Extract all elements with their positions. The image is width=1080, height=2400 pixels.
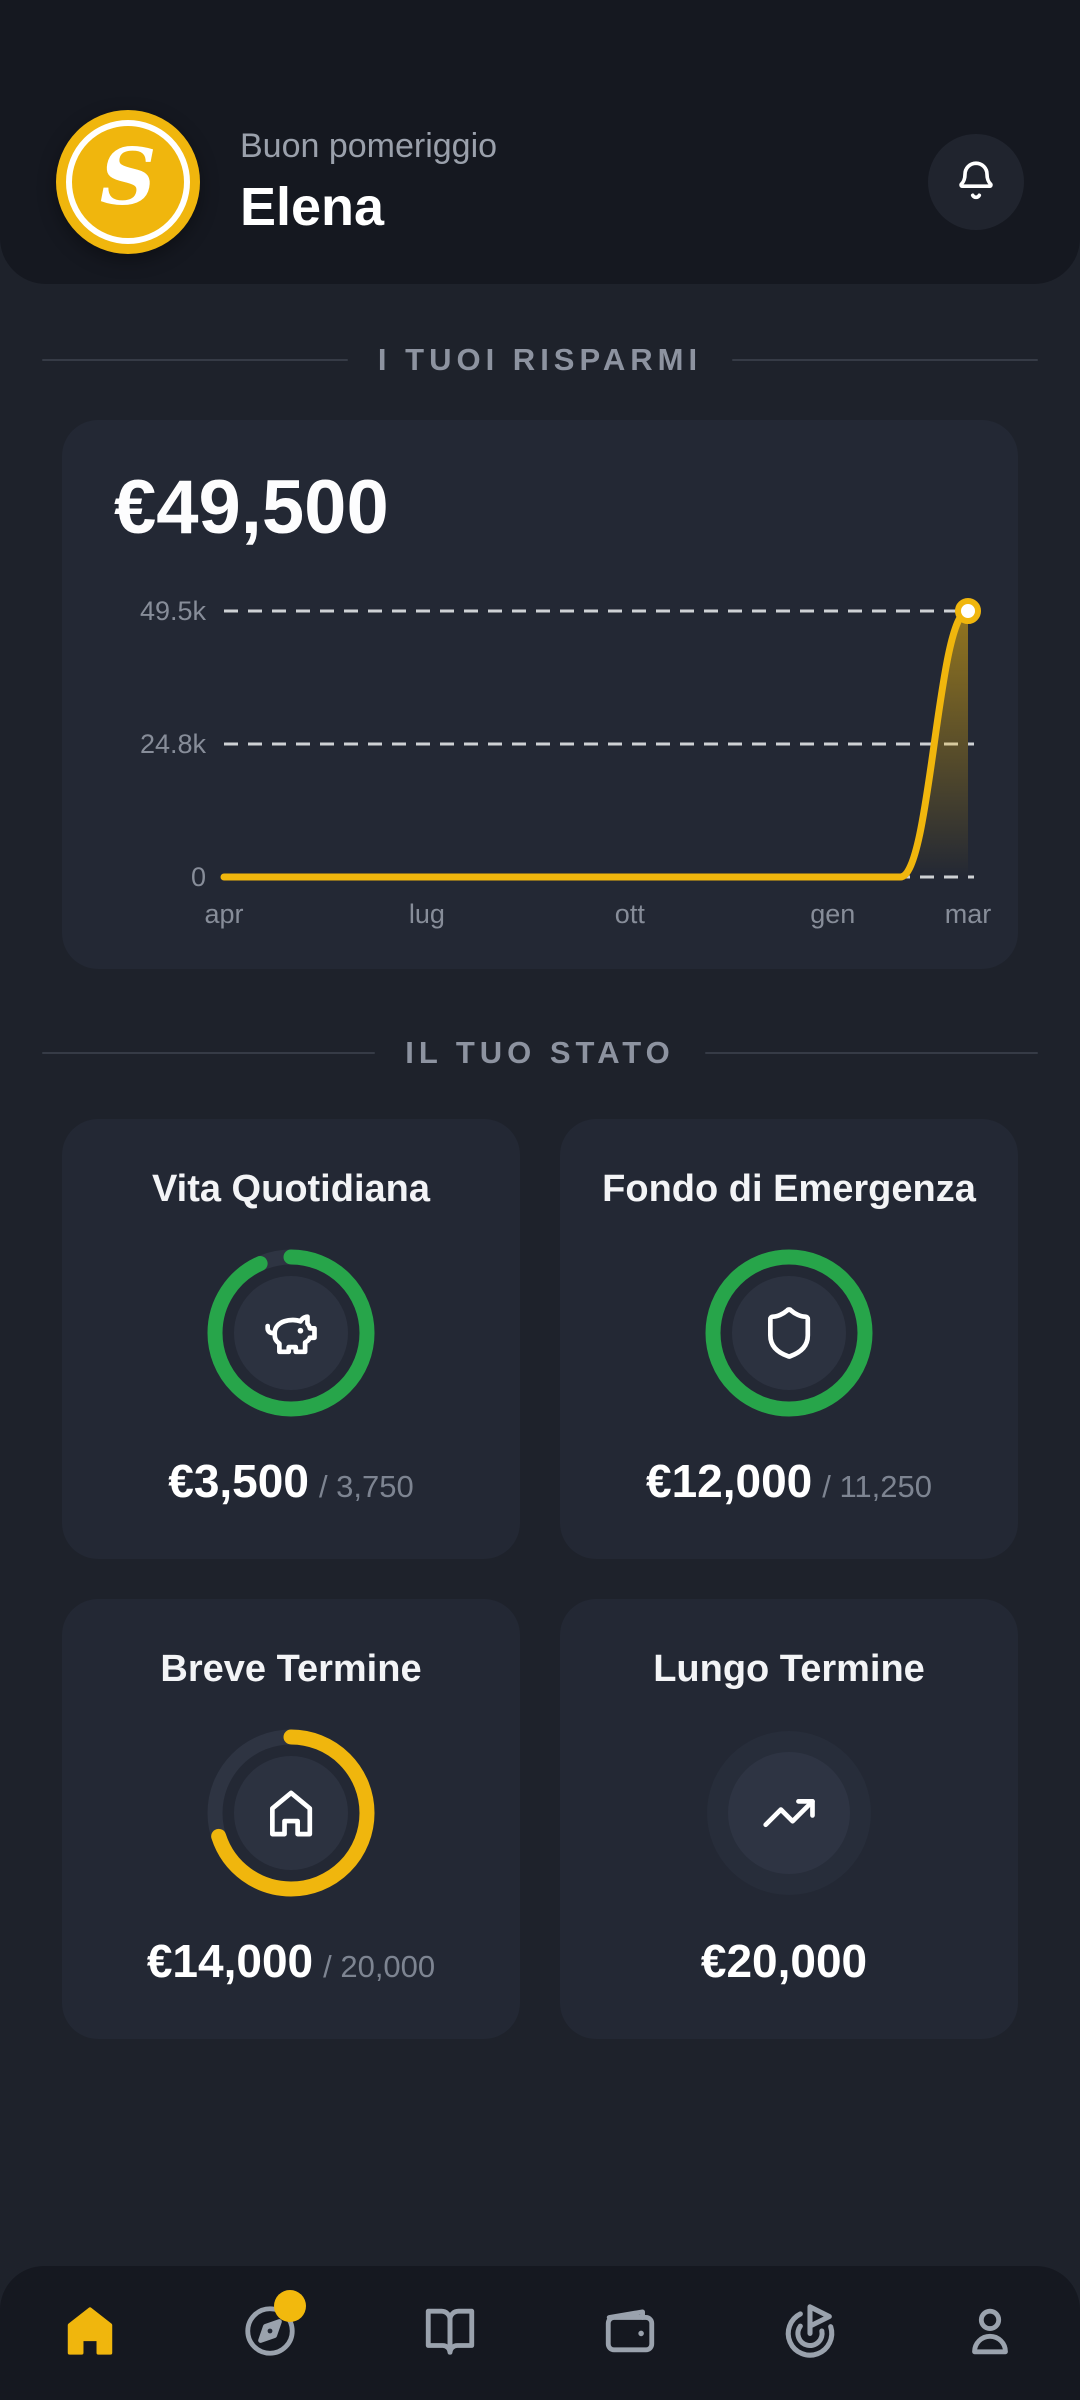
chart-end-dot bbox=[955, 598, 981, 624]
goal-current-amount: €20,000 bbox=[700, 1935, 868, 1987]
y-tick-mid: 24.8k bbox=[140, 729, 207, 759]
nav-item-goals[interactable] bbox=[720, 2266, 900, 2400]
bell-icon bbox=[953, 157, 999, 208]
goal-title: Vita Quotidiana bbox=[151, 1168, 430, 1210]
section-header-savings: I TUOI RISPARMI bbox=[0, 342, 1080, 378]
nav-item-wallet[interactable] bbox=[540, 2266, 720, 2400]
avatar-ring: S bbox=[66, 120, 190, 244]
svg-text:mar: mar bbox=[945, 899, 992, 929]
goal-card-fondo-emergenza[interactable]: Fondo di Emergenza €12,000 / 11,250 bbox=[560, 1119, 1018, 1559]
goal-card-lungo-termine[interactable]: Lungo Termine €20,000 bbox=[560, 1599, 1018, 2039]
goal-target-amount: / 3,750 bbox=[318, 1469, 414, 1504]
goal-values: €3,500 / 3,750 bbox=[62, 1454, 520, 1508]
progress-ring bbox=[207, 1729, 375, 1897]
book-open-icon bbox=[421, 2302, 479, 2365]
goal-card-vita-quotidiana[interactable]: Vita Quotidiana €3,500 / 3,750 bbox=[62, 1119, 520, 1559]
divider bbox=[42, 1052, 376, 1054]
goal-current-amount: €14,000 bbox=[146, 1935, 314, 1987]
notification-dot bbox=[274, 2290, 306, 2322]
goals-grid: Vita Quotidiana €3,500 / 3,750 Fondo di E… bbox=[62, 1119, 1018, 2039]
piggy-bank-icon bbox=[265, 1314, 317, 1355]
savings-chart: 49.5k 24.8k 0 apr lug ott gen mar bbox=[102, 577, 991, 933]
savings-line-chart: 49.5k 24.8k 0 apr lug ott gen mar bbox=[140, 596, 991, 929]
wallet-icon bbox=[601, 2302, 659, 2365]
total-savings-amount: €49,500 bbox=[114, 465, 389, 550]
goal-flag-icon bbox=[781, 2302, 839, 2365]
divider bbox=[704, 1052, 1039, 1054]
goal-card-breve-termine[interactable]: Breve Termine €14,000 / 20,000 bbox=[62, 1599, 520, 2039]
notifications-button[interactable] bbox=[928, 134, 1024, 230]
goal-title: Breve Termine bbox=[160, 1648, 422, 1690]
goal-values: €12,000 / 11,250 bbox=[560, 1454, 1018, 1508]
svg-text:apr: apr bbox=[204, 899, 243, 929]
chart-line bbox=[220, 607, 972, 881]
goal-current-amount: €12,000 bbox=[645, 1455, 813, 1507]
trending-up-icon bbox=[763, 1799, 815, 1828]
svg-text:gen: gen bbox=[810, 899, 855, 929]
bottom-nav bbox=[0, 2266, 1080, 2400]
goal-current-amount: €3,500 bbox=[168, 1455, 309, 1507]
app-header: S Buon pomeriggio Elena bbox=[0, 0, 1080, 284]
goal-values: €20,000 bbox=[560, 1934, 1018, 1988]
user-icon bbox=[961, 2302, 1019, 2365]
svg-text:lug: lug bbox=[409, 899, 445, 929]
shield-icon bbox=[768, 1307, 811, 1359]
section-header-status: IL TUO STATO bbox=[0, 1035, 1080, 1071]
home-icon bbox=[61, 2302, 119, 2365]
goal-title: Fondo di Emergenza bbox=[602, 1168, 976, 1210]
goal-values: €14,000 / 20,000 bbox=[62, 1934, 520, 1988]
x-axis-labels: apr lug ott gen mar bbox=[204, 899, 991, 929]
nav-item-home[interactable] bbox=[0, 2266, 180, 2400]
savings-card: €49,500 49.5k 24.8k 0 apr lug ott gen mar bbox=[62, 420, 1018, 969]
house-icon bbox=[270, 1790, 313, 1837]
avatar-letter: S bbox=[99, 132, 157, 223]
compass-icon bbox=[241, 2302, 299, 2365]
progress-ring bbox=[207, 1249, 375, 1417]
divider bbox=[732, 359, 1038, 361]
greeting-text: Buon pomeriggio bbox=[240, 126, 498, 165]
y-tick-base: 0 bbox=[191, 862, 206, 892]
nav-item-profile[interactable] bbox=[900, 2266, 1080, 2400]
greeting-block: Buon pomeriggio Elena bbox=[240, 127, 928, 238]
section-title-status: IL TUO STATO bbox=[405, 1035, 675, 1070]
svg-text:ott: ott bbox=[615, 899, 646, 929]
y-tick-top: 49.5k bbox=[140, 596, 207, 626]
nav-item-learn[interactable] bbox=[360, 2266, 540, 2400]
avatar[interactable]: S bbox=[56, 110, 200, 254]
goal-title: Lungo Termine bbox=[653, 1648, 925, 1690]
goal-icon-disc bbox=[707, 1731, 871, 1895]
progress-ring bbox=[705, 1249, 873, 1417]
goal-target-amount: / 11,250 bbox=[822, 1469, 933, 1504]
divider bbox=[42, 359, 348, 361]
user-name: Elena bbox=[240, 176, 385, 237]
goal-target-amount: / 20,000 bbox=[323, 1949, 436, 1984]
section-title-savings: I TUOI RISPARMI bbox=[377, 342, 703, 377]
nav-item-explore[interactable] bbox=[180, 2266, 360, 2400]
